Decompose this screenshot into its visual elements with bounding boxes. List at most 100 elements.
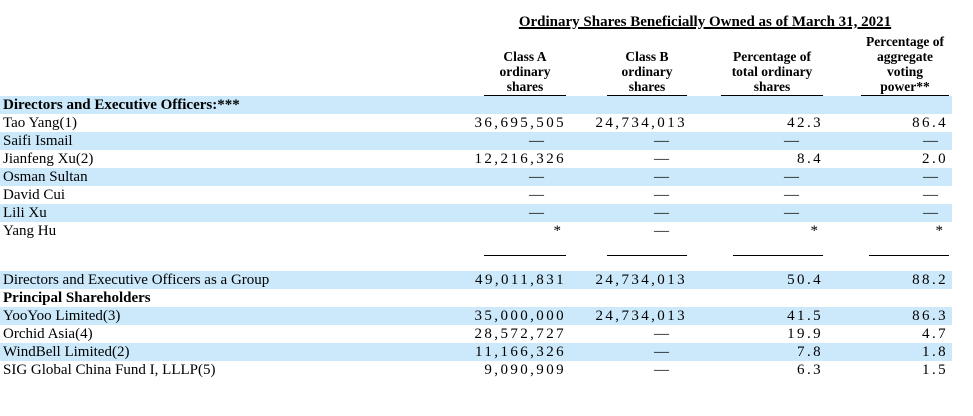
em-dash-value: —: [923, 133, 938, 149]
em-dash-value: —: [529, 187, 544, 203]
class-b-value-cell: 24,734,013: [595, 272, 687, 288]
shareholder-name-cell: Directors and Executive Officers as a Gr…: [3, 272, 270, 288]
shareholder-name-cell: Jianfeng Xu(2): [3, 151, 94, 167]
pct-total-value-cell: —: [687, 186, 823, 204]
class-b-value-cell: —: [566, 361, 687, 379]
pct-total-value-cell: 6.3: [797, 362, 823, 378]
class-b-value-cell: 24,734,013: [595, 308, 687, 324]
em-dash-value: —: [654, 326, 669, 342]
shareholder-name-cell: YooYoo Limited(3): [3, 308, 121, 324]
table-row: SIG Global China Fund I, LLLP(5) 9,090,90…: [0, 361, 952, 379]
rule-cell: [687, 240, 823, 256]
class-b-value-cell: —: [566, 343, 687, 361]
table-row: David Cui — — — —: [0, 186, 952, 204]
class-a-value-cell: —: [430, 204, 566, 222]
pct-voting-value-cell: 1.8: [922, 344, 948, 360]
shareholder-name-cell: Saifi Ismail: [3, 133, 73, 149]
pct-voting-value-cell: 86.3: [912, 308, 948, 324]
class-a-value-cell: 49,011,831: [475, 272, 566, 288]
table-row: Yang Hu * — * *: [0, 222, 952, 240]
em-dash-value: —: [784, 187, 799, 203]
class-a-value-cell: 12,216,326: [474, 151, 566, 167]
em-dash-value: —: [654, 187, 669, 203]
rule-cell: [823, 240, 952, 256]
class-a-value-cell: —: [430, 132, 566, 150]
em-dash-value: —: [529, 205, 544, 221]
total-rule-row: [0, 240, 952, 256]
pct-voting-value-cell: 4.7: [922, 326, 948, 342]
em-dash-value: —: [923, 187, 938, 203]
class-a-value-cell: 9,090,909: [484, 362, 566, 378]
pct-total-value-cell: 8.4: [797, 151, 823, 167]
table-row: WindBell Limited(2) 11,166,326 — 7.8 1.8: [0, 343, 952, 361]
class-b-value-cell: —: [566, 132, 687, 150]
shareholder-column-header: [0, 31, 430, 96]
pct-voting-value-cell: 1.5: [922, 362, 948, 378]
pct-voting-value-cell: —: [823, 204, 952, 222]
asterisk-value: *: [935, 223, 944, 239]
em-dash-value: —: [923, 205, 938, 221]
class-a-value-cell: —: [430, 186, 566, 204]
em-dash-value: —: [654, 223, 669, 239]
asterisk-value: *: [810, 223, 819, 239]
pct-total-value-cell: 50.4: [787, 272, 823, 288]
shareholder-name-cell: Orchid Asia(4): [3, 326, 93, 342]
pct-voting-value-cell: 2.0: [922, 151, 948, 167]
class-b-value-cell: 24,734,013: [595, 115, 687, 131]
pct-voting-value-cell: *: [823, 222, 952, 240]
em-dash-value: —: [654, 151, 669, 167]
pct-total-value-cell: 42.3: [787, 115, 823, 131]
empty-cell: [0, 240, 430, 256]
shareholder-name-cell: Lili Xu: [3, 205, 47, 221]
shareholder-name-cell: Osman Sultan: [3, 169, 88, 185]
pct-voting-value-cell: —: [823, 186, 952, 204]
total-rule-line: [607, 253, 687, 256]
table-row: Orchid Asia(4) 28,572,727 — 19.9 4.7: [0, 325, 952, 343]
table-title: Ordinary Shares Beneficially Owned as of…: [518, 14, 892, 30]
header-row: Class A ordinary shares Class B ordinary…: [0, 31, 952, 96]
pct-voting-value-cell: —: [823, 132, 952, 150]
class-a-value-cell: 36,695,505: [474, 115, 566, 131]
pct-voting-value-cell: —: [823, 168, 952, 186]
em-dash-value: —: [784, 169, 799, 185]
class-a-value-cell: —: [430, 168, 566, 186]
table-body: Directors and Executive Officers:*** Tao …: [0, 96, 952, 379]
total-rule-line: [869, 253, 949, 256]
rule-cell: [566, 240, 687, 256]
em-dash-value: —: [784, 133, 799, 149]
em-dash-value: —: [923, 169, 938, 185]
pct-total-value-cell: 7.8: [797, 344, 823, 360]
pct-voting-value-cell: 88.2: [912, 272, 948, 288]
total-rule-line: [733, 253, 823, 256]
pct-total-value-cell: —: [687, 204, 823, 222]
section-header-row: Principal Shareholders: [0, 289, 952, 307]
total-rule-line: [484, 253, 566, 256]
table-row: Saifi Ismail — — — —: [0, 132, 952, 150]
class-a-value-cell: 11,166,326: [475, 344, 566, 360]
pct-voting-value-cell: 86.4: [912, 115, 948, 131]
section-label-cell: Principal Shareholders: [3, 290, 151, 306]
column-header-pct-total-shares: Percentage of total ordinary shares: [721, 49, 823, 96]
asterisk-value: *: [553, 223, 562, 239]
column-header-pct-voting-power: Percentage of aggregate voting power**: [861, 34, 949, 96]
class-a-value-cell: 28,572,727: [474, 326, 566, 342]
column-header-class-b-shares: Class B ordinary shares: [607, 49, 687, 96]
column-header-class-a-shares: Class A ordinary shares: [484, 49, 566, 96]
em-dash-value: —: [654, 169, 669, 185]
class-b-value-cell: —: [566, 168, 687, 186]
table-row: Lili Xu — — — —: [0, 204, 952, 222]
class-b-value-cell: —: [566, 204, 687, 222]
pct-total-value-cell: —: [687, 168, 823, 186]
spacer-row: [0, 256, 952, 271]
class-a-value-cell: 35,000,000: [474, 308, 566, 324]
section-header-row: Directors and Executive Officers:***: [0, 96, 952, 114]
class-a-value-cell: *: [430, 222, 566, 240]
shareholder-name-cell: David Cui: [3, 187, 66, 203]
class-b-value-cell: —: [566, 222, 687, 240]
pct-total-value-cell: —: [687, 132, 823, 150]
pct-total-value-cell: *: [687, 222, 823, 240]
rule-cell: [430, 240, 566, 256]
shareholder-name-cell: Yang Hu: [3, 223, 57, 239]
document-page: { "document": { "title": "Ordinary Share…: [0, 13, 973, 416]
shareholder-name-cell: WindBell Limited(2): [3, 344, 130, 360]
